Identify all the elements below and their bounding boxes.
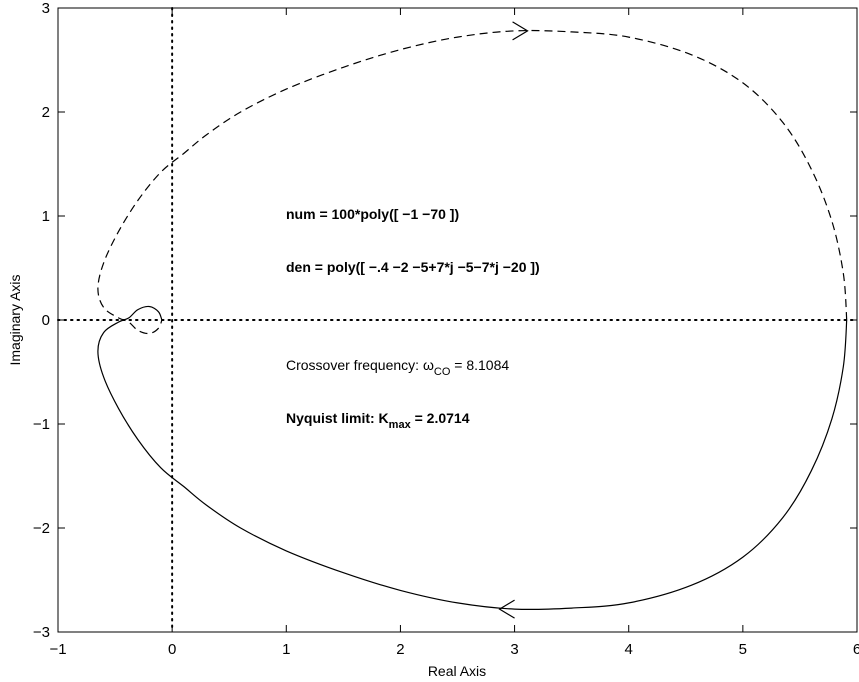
crossover-subscript: CO	[434, 366, 451, 378]
nyquist-value: = 2.0714	[411, 410, 470, 426]
x-tick-label: 1	[282, 641, 290, 658]
annotation-crossover: Crossover frequency: ωCO = 8.1084	[286, 357, 509, 378]
x-axis-label: Real Axis	[428, 663, 486, 679]
y-tick-label: 1	[42, 208, 50, 225]
y-tick-label: −2	[33, 520, 50, 537]
nyquist-curve-solid	[97, 305, 848, 611]
x-tick-label: 3	[510, 641, 518, 658]
x-tick-label: 0	[168, 641, 176, 658]
y-axis-label: Imaginary Axis	[7, 274, 23, 365]
annotation-nyquist: Nyquist limit: Kmax = 2.0714	[286, 410, 470, 431]
annotation-den: den = poly([ −.4 −2 −5+7*j −5−7*j −20 ])	[286, 259, 540, 275]
y-tick-label: 2	[42, 104, 50, 121]
nyquist-prefix: Nyquist limit: K	[286, 410, 389, 426]
y-tick-label: 0	[42, 312, 50, 329]
nyquist-subscript: max	[389, 419, 412, 431]
y-tick-label: 3	[42, 0, 50, 17]
annotation-num: num = 100*poly([ −1 −70 ])	[286, 206, 459, 222]
arrow-right-marker	[512, 21, 529, 41]
nyquist-curve-dashed	[97, 29, 848, 335]
x-tick-label: 2	[396, 641, 404, 658]
crossover-prefix: Crossover frequency: ω	[286, 357, 434, 373]
x-tick-label: 6	[853, 641, 859, 658]
arrow-left-marker	[498, 599, 515, 619]
x-tick-label: 5	[739, 641, 747, 658]
x-tick-label: 4	[625, 641, 633, 658]
y-tick-label: −1	[33, 416, 50, 433]
crossover-value: = 8.1084	[450, 357, 509, 373]
y-tick-label: −3	[33, 624, 50, 641]
plot-area	[57, 7, 858, 633]
x-tick-label: −1	[49, 641, 66, 658]
